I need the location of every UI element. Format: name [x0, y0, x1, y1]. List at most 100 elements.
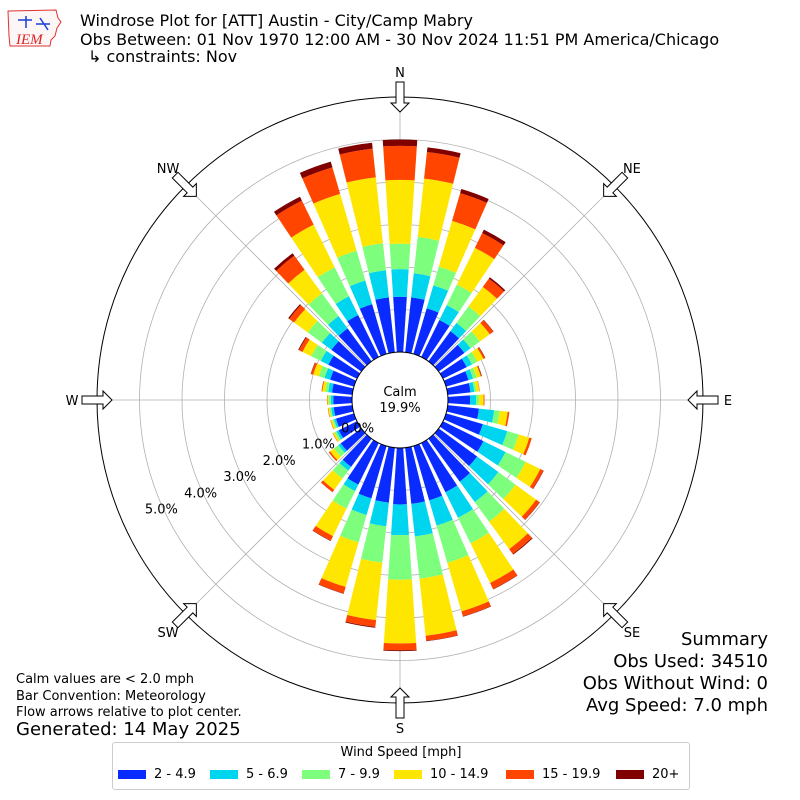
bar-segment [473, 366, 481, 378]
bar-segment [332, 419, 338, 429]
bar-segment [318, 578, 346, 594]
bar-segment [474, 491, 505, 522]
bar-segment [428, 434, 470, 482]
bar-segment [302, 339, 318, 357]
bar-segment [465, 369, 474, 381]
bar-segment [338, 421, 361, 439]
flow-arrow-icon [603, 603, 629, 629]
bar-segment [327, 395, 329, 405]
bar-segment [360, 523, 387, 563]
flow-arrow-icon [171, 171, 197, 197]
bar-segment [336, 430, 344, 440]
bar-segment [298, 336, 307, 351]
bar-segment [497, 451, 526, 479]
bar-segment [320, 350, 334, 365]
bar-segment [330, 419, 336, 430]
flow-arrow-icon [603, 171, 629, 197]
bar-segment [393, 296, 407, 353]
bar-segment [276, 255, 305, 284]
bar-segment [346, 177, 383, 247]
flow-note: Flow arrows relative to plot center. [16, 705, 242, 720]
bar-segment [516, 461, 541, 487]
bar-segment [489, 508, 528, 550]
legend-title: Wind Speed [mph] [340, 745, 462, 760]
direction-label: NE [623, 162, 641, 177]
bar-segment [426, 285, 449, 313]
bar-segment [383, 649, 417, 652]
bar-segment [389, 243, 411, 270]
legend-item: 20+ [616, 767, 679, 782]
bar-segment [368, 270, 389, 300]
bar-segment [345, 615, 377, 627]
chart-title: Windrose Plot for [ATT] Austin - City/Ca… [80, 11, 473, 30]
bar-segment [351, 493, 372, 516]
iem-logo: IEM [7, 9, 62, 48]
flow-arrow-icon [687, 389, 719, 411]
bar-segment [469, 394, 477, 406]
bar-segment [482, 229, 506, 246]
bar-segment [383, 642, 417, 651]
bar-segment [375, 297, 395, 354]
bar-segment [459, 472, 488, 503]
bar-segment [276, 200, 314, 238]
bar-segment [446, 405, 479, 419]
bar-segment [405, 446, 425, 504]
bar-segment [331, 407, 336, 417]
chart-constraints: ↳ constraints: Nov [88, 47, 238, 66]
bar-segment [426, 147, 461, 158]
convention-note: Bar Convention: Meteorology [16, 689, 206, 704]
bar-segment [328, 355, 361, 379]
summary-obs-without-wind: Obs Without Wind: 0 [582, 673, 768, 694]
chart-subtitle: Obs Between: 01 Nov 1970 12:00 AM - 30 N… [80, 30, 720, 49]
bar-segment [310, 362, 316, 375]
bar-segment [383, 145, 417, 181]
iowa-state-outline-icon [7, 9, 62, 47]
calm-value: 19.9% [379, 401, 420, 416]
bar-segment [443, 413, 483, 435]
bar-segment [434, 344, 465, 372]
direction-label: SW [158, 626, 179, 641]
bar-segment [475, 394, 480, 406]
calm-label: Calm [383, 385, 416, 400]
bar-segment [312, 530, 331, 542]
bar-segment [362, 243, 386, 274]
bar-segment [413, 443, 443, 501]
bar-segment [478, 394, 484, 406]
legend: Wind Speed [mph] 2 - 4.9 5 - 6.9 7 - 9.9… [112, 742, 690, 790]
bar-segment [321, 535, 359, 587]
bar-segment [349, 280, 373, 309]
bar-segment [288, 269, 322, 305]
bar-segment [338, 328, 372, 366]
bar-segment [502, 431, 519, 450]
bar-segment [347, 439, 379, 485]
bar-segment [299, 161, 333, 179]
bar-segment [503, 484, 537, 517]
bar-segment [333, 395, 353, 405]
bar-segment [332, 383, 354, 395]
bar-segment [429, 495, 453, 526]
bar-segment [383, 579, 417, 644]
calm-circle [351, 351, 449, 449]
bar-segment [339, 459, 352, 471]
bar-segment [328, 407, 332, 418]
bar-segment [414, 533, 443, 579]
bar-segment [523, 437, 532, 456]
bar-segment [343, 478, 359, 492]
legend-item: 5 - 6.9 [210, 767, 288, 782]
bar-segment [332, 432, 340, 442]
bar-segment [488, 472, 516, 500]
radial-tick-label: 5.0% [145, 503, 178, 518]
bar-segment [302, 167, 341, 204]
bar-segment [338, 142, 373, 155]
bar-segment [329, 407, 333, 417]
radial-gridline [399, 185, 615, 401]
bar-segment [477, 380, 480, 392]
legend-label: 10 - 14.9 [430, 767, 489, 782]
bar-segment [333, 418, 339, 428]
legend-label: 15 - 19.9 [542, 767, 601, 782]
bar-segment [513, 434, 530, 455]
bar-segment [428, 331, 460, 366]
bar-segment [339, 148, 376, 183]
radial-tick-label: 1.0% [302, 438, 335, 453]
